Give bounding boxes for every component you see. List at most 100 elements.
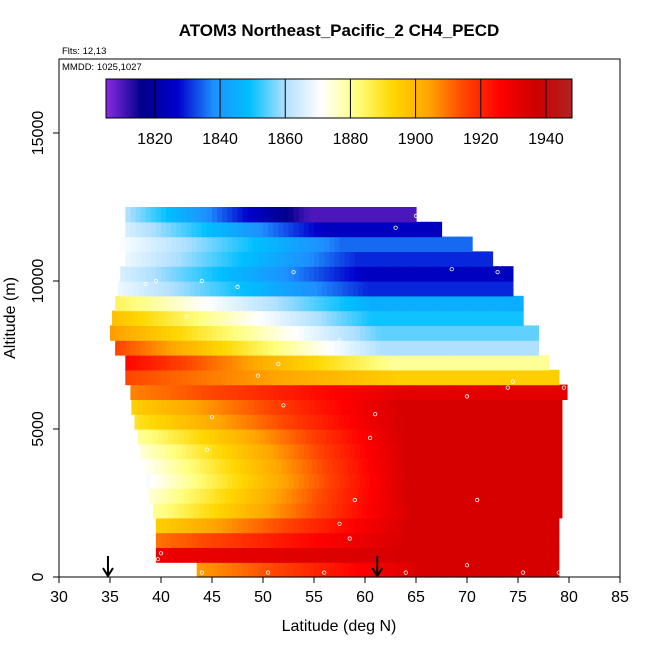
heatmap-cell-13: [370, 369, 376, 386]
heatmap-cell-14: [247, 355, 254, 371]
heatmap-cell-22: [298, 236, 305, 252]
heatmap-cell-20: [278, 266, 284, 282]
heatmap-cell-1: [375, 547, 381, 563]
heatmap-cell-12: [523, 384, 529, 400]
down-arrow-icon: [371, 556, 384, 578]
heatmap-cell-2: [191, 532, 198, 548]
heatmap-cell-1: [257, 547, 264, 563]
heatmap-cell-15: [339, 340, 346, 356]
heatmap-cell-11: [151, 399, 158, 415]
heatmap-cell-19: [148, 281, 155, 297]
heatmap-cell-4: [157, 503, 164, 519]
heatmap-cell-14: [329, 355, 335, 371]
heatmap-cell-6: [405, 473, 412, 489]
heatmap-cell-10: [149, 414, 156, 430]
colorbar-segment: [286, 79, 290, 118]
heatmap-cell-12: [497, 384, 504, 400]
heatmap-cell-22: [206, 236, 213, 252]
heatmap-cell-4: [463, 503, 470, 519]
heatmap-cell-21: [171, 251, 177, 267]
heatmap-cell-9: [341, 429, 348, 445]
heatmap-cell-12: [252, 384, 259, 400]
colorbar-segment: [517, 79, 521, 118]
heatmap-cell-18: [257, 295, 264, 312]
heatmap-cell-12: [344, 384, 351, 400]
heatmap-cell-19: [378, 281, 384, 297]
heatmap-cell-21: [390, 251, 397, 267]
heatmap-cell-4: [341, 503, 348, 519]
heatmap-cell-9: [423, 429, 429, 445]
heatmap-cell-24: [365, 207, 371, 223]
colorbar-segment: [107, 79, 111, 118]
heatmap-cell-6: [446, 473, 453, 489]
heatmap-cell-17: [463, 310, 470, 326]
heatmap-cell-13: [380, 369, 386, 386]
colorbar-segment: [434, 79, 437, 118]
heatmap-cell-17: [448, 310, 455, 326]
colorbar-segment: [236, 79, 239, 118]
heatmap-cell-0: [227, 562, 233, 578]
sample-point: [475, 497, 480, 503]
heatmap-cell-24: [329, 207, 335, 223]
heatmap-cell-19: [327, 281, 333, 297]
colorbar-segment: [166, 79, 169, 118]
sample-point: [143, 281, 148, 287]
heatmap-cell-5: [388, 488, 395, 504]
colorbar-segment: [111, 79, 115, 118]
colorbar-segment: [113, 79, 117, 118]
heatmap-cell-8: [553, 443, 560, 460]
heatmap-cell-8: [227, 443, 233, 460]
heatmap-cell-24: [410, 207, 417, 223]
heatmap-cell-22: [288, 236, 295, 252]
heatmap-cell-18: [436, 295, 443, 312]
colorbar-segment: [385, 79, 389, 118]
colorbar-tick-label: 1840: [202, 131, 238, 148]
heatmap-cell-1: [543, 547, 550, 563]
heatmap-cell-0: [405, 562, 412, 578]
heatmap-cell-23: [354, 221, 361, 238]
heatmap-cell-5: [459, 488, 466, 504]
heatmap-cell-0: [472, 562, 478, 578]
heatmap-cell-1: [222, 547, 228, 563]
heatmap-cell-17: [254, 310, 261, 326]
heatmap-cell-4: [336, 503, 343, 519]
heatmap-cell-1: [354, 547, 361, 563]
heatmap-cell-16: [334, 325, 341, 341]
heatmap-cell-0: [242, 562, 249, 578]
heatmap-cell-14: [191, 355, 198, 371]
heatmap-cell-11: [355, 399, 362, 415]
heatmap-cell-5: [250, 488, 257, 504]
heatmap-cell-21: [242, 251, 249, 267]
heatmap-cell-13: [252, 369, 259, 386]
heatmap-cell-7: [317, 458, 323, 474]
heatmap-cell-0: [365, 562, 371, 578]
heatmap-cell-17: [280, 310, 287, 326]
heatmap-cell-17: [433, 310, 440, 326]
heatmap-cell-16: [456, 325, 463, 341]
heatmap-cell-16: [446, 325, 453, 341]
heatmap-cell-18: [247, 295, 254, 312]
colorbar-segment: [471, 79, 474, 118]
heatmap-cell-6: [298, 473, 305, 489]
heatmap-cell-4: [443, 503, 450, 519]
heatmap-cell-9: [469, 429, 475, 445]
heatmap-cell-7: [352, 458, 359, 474]
heatmap-cell-20: [416, 266, 422, 282]
colorbar-segment: [507, 79, 511, 118]
heatmap-cell-18: [298, 295, 305, 312]
colorbar-segment: [445, 79, 449, 118]
heatmap-cell-2: [523, 532, 529, 548]
heatmap-cell-24: [186, 207, 193, 223]
heatmap-cell-21: [176, 251, 182, 267]
heatmap-cell-9: [474, 429, 480, 445]
heatmap-cell-0: [538, 562, 545, 578]
heatmap-cell-23: [278, 221, 284, 238]
heatmap-cell-3: [395, 517, 402, 534]
heatmap-cell-15: [212, 340, 218, 356]
heatmap-cell-16: [201, 325, 208, 341]
colorbar-segment: [220, 79, 223, 118]
colorbar-segment: [249, 79, 253, 118]
heatmap-cell-12: [492, 384, 499, 400]
heatmap-cell-3: [349, 517, 356, 534]
heatmap-cell-0: [319, 562, 325, 578]
